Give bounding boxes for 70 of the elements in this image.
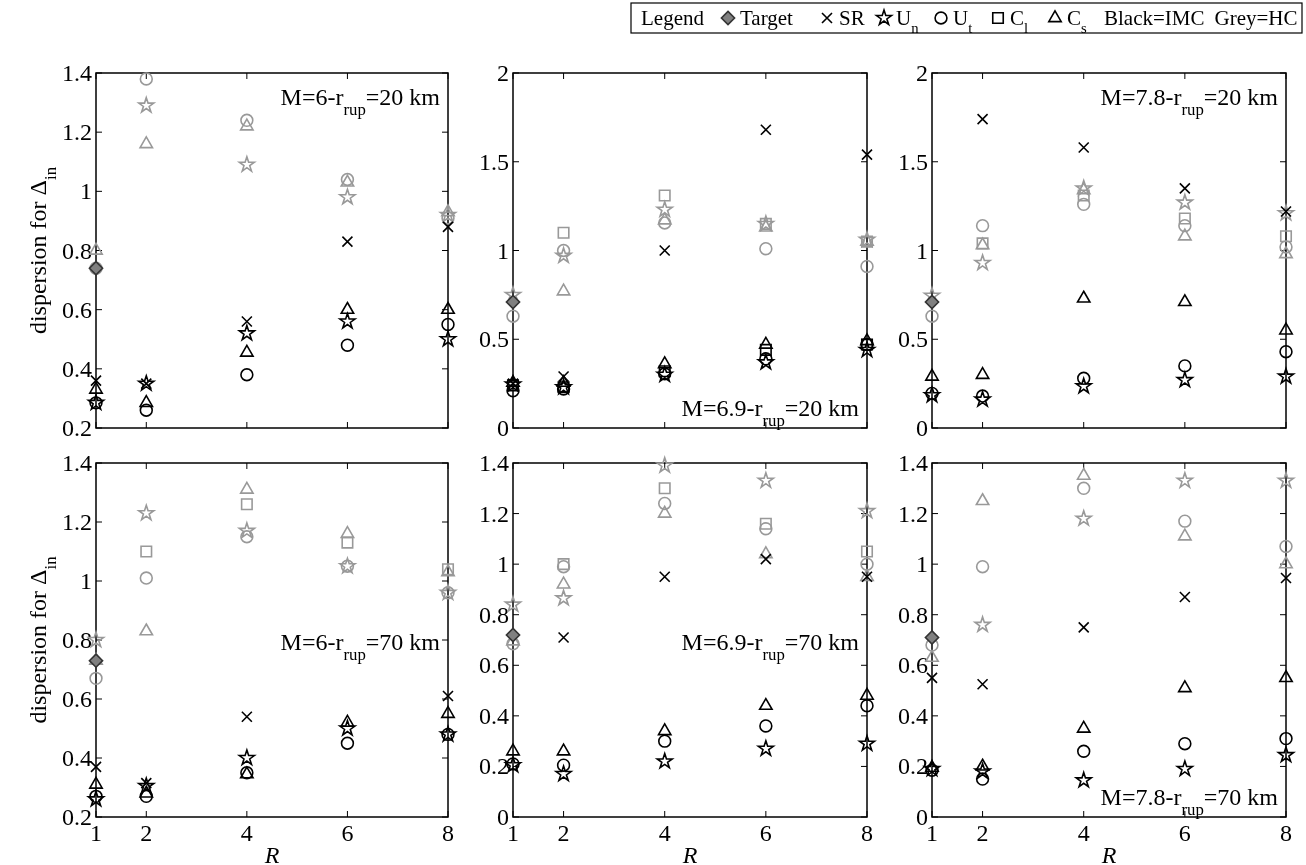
y-tick-label: 1 (497, 237, 509, 264)
text: Black=IMC (1104, 6, 1205, 30)
y-tick-label: 0.4 (62, 355, 92, 382)
legend-label: C$_{s}$ (1067, 6, 1088, 36)
y-tick-label: 1.2 (898, 500, 928, 527)
y-tick-label: 1.2 (62, 509, 92, 535)
y-tick-label: 0.2 (62, 415, 92, 441)
text: Grey=HC (1214, 6, 1298, 30)
y-tick-label: 0.5 (898, 326, 928, 353)
y-tick-label: 0.2 (479, 753, 509, 780)
annotation: M=6.9-r$_{rup}$=70 km (681, 629, 860, 664)
y-tick-label: 1.4 (898, 450, 928, 476)
y-tick-label: 1 (916, 551, 928, 578)
x-tick-label: 6 (1178, 820, 1191, 846)
y-tick-label: 0.5 (479, 326, 509, 353)
y-tick-label: 0 (497, 804, 509, 830)
y-tick-label: 1.5 (898, 148, 928, 175)
annotation: M=6-r$_{rup}$=70 km (280, 629, 441, 664)
y-tick-label: 0.4 (62, 745, 92, 771)
y-tick-label: 0.8 (898, 601, 928, 628)
x-axis-title: R (681, 842, 698, 865)
y-tick-label: 0.8 (479, 601, 509, 628)
x-tick-label: 2 (140, 820, 153, 846)
y-tick-label: 0.2 (898, 753, 928, 780)
y-tick-label: 0.8 (62, 627, 92, 653)
legend-label: C$_{l}$ (1010, 6, 1029, 36)
y-tick-label: 0.6 (62, 686, 92, 712)
legend-label: U$_{n}$ (896, 6, 920, 36)
y-tick-label: 2 (497, 60, 509, 86)
y-tick-label: 0.6 (479, 652, 509, 679)
y-tick-label: 0 (916, 804, 928, 830)
y-tick-label: 1.4 (62, 450, 92, 476)
legend-label: U$_{t}$ (953, 6, 973, 36)
x-tick-label: 4 (1077, 820, 1090, 846)
x-tick-label: 6 (759, 820, 772, 846)
y-tick-label: 0 (916, 415, 928, 441)
annotation: M=7.8-r$_{rup}$=20 km (1100, 84, 1279, 119)
y-tick-label: 1 (80, 568, 92, 594)
y-tick-label: 0.8 (62, 237, 92, 264)
legend-label: SR (839, 6, 865, 30)
x-tick-label: 8 (1280, 820, 1292, 846)
annotation: M=6-r$_{rup}$=20 km (280, 84, 441, 119)
x-tick-label: 4 (240, 820, 253, 846)
y-tick-label: 0.4 (898, 702, 928, 729)
y-tick-label: 0.6 (898, 652, 928, 679)
y-tick-label: 1 (497, 551, 509, 578)
x-axis-title: R (263, 842, 280, 865)
y-tick-label: 1.5 (479, 148, 509, 175)
y-tick-label: 1 (80, 178, 92, 205)
x-tick-label: 2 (557, 820, 570, 846)
y-tick-label: 0.6 (62, 296, 92, 323)
y-tick-label: 0.2 (62, 804, 92, 830)
x-tick-label: 8 (442, 820, 454, 846)
y-tick-label: 1 (916, 237, 928, 264)
y-tick-label: 1.4 (479, 450, 509, 476)
x-tick-label: 6 (341, 820, 354, 846)
y-tick-label: 2 (916, 60, 928, 86)
x-axis-title: R (1100, 842, 1117, 865)
y-tick-label: 1.2 (479, 500, 509, 527)
annotation: M=7.8-r$_{rup}$=70 km (1100, 784, 1279, 819)
x-tick-label: 2 (976, 820, 989, 846)
legend-title: Legend (641, 6, 705, 30)
x-tick-label: 8 (861, 820, 873, 846)
y-tick-label: 0 (497, 415, 509, 441)
legend-label: Target (740, 6, 794, 30)
y-tick-label: 1.2 (62, 119, 92, 146)
y-tick-label: 1.4 (62, 60, 92, 86)
y-tick-label: 0.4 (479, 702, 509, 729)
x-tick-label: 4 (658, 820, 671, 846)
annotation: M=6.9-r$_{rup}$=20 km (681, 395, 860, 430)
